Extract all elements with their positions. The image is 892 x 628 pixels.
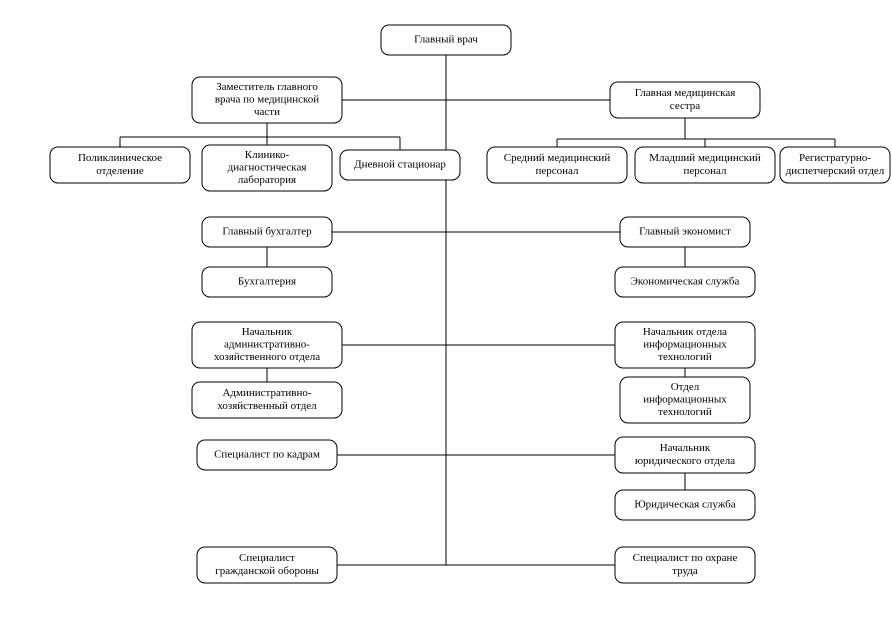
node-day_hosp: Дневной стационар <box>340 150 460 180</box>
node-legal_head: Начальникюридического отдела <box>615 437 755 473</box>
node-head_nurse: Главная медицинскаясестра <box>610 82 760 118</box>
nodes: Главный врач Заместитель главноговрача по… <box>50 25 890 583</box>
node-it_head: Начальник отделаинформационныхтехнологий <box>615 322 755 368</box>
node-label-mid_staff-line0: Средний медицинский <box>504 152 611 164</box>
node-label-day_hosp-line0: Дневной стационар <box>354 159 446 171</box>
node-label-it_dept-line1: информационных <box>643 394 727 406</box>
node-legal_serv: Юридическая служба <box>615 490 755 520</box>
node-label-dep_med-line1: врача по медицинской <box>215 94 319 106</box>
node-label-root-line0: Главный врач <box>414 34 478 46</box>
node-label-it_dept-line2: технологий <box>658 406 712 418</box>
node-label-accounting-line0: Бухгалтерия <box>238 276 296 288</box>
node-label-lab-line0: Клинико- <box>245 149 290 161</box>
org-chart: Главный врач Заместитель главноговрача по… <box>0 0 892 628</box>
node-label-head_nurse-line1: сестра <box>670 100 700 112</box>
node-label-chief_acc-line0: Главный бухгалтер <box>222 226 312 238</box>
node-safety_spec: Специалист по охранетруда <box>615 547 755 583</box>
node-label-it_dept-line0: Отдел <box>671 381 700 393</box>
node-label-polyclinic-line1: отделение <box>96 165 144 177</box>
node-label-it_head-line2: технологий <box>658 351 712 363</box>
node-econ_serv: Экономическая служба <box>615 267 755 297</box>
node-label-lab-line2: лаборатория <box>238 174 296 186</box>
node-admin_dept: Административно-хозяйственный отдел <box>192 382 342 418</box>
node-label-legal_serv-line0: Юридическая служба <box>634 499 735 511</box>
node-hr_spec: Специалист по кадрам <box>197 440 337 470</box>
node-label-admin_head-line2: хозяйственного отдела <box>214 351 320 363</box>
node-admin_head: Начальникадминистративно-хозяйственного … <box>192 322 342 368</box>
node-label-dep_med-line0: Заместитель главного <box>216 81 318 93</box>
node-label-safety_spec-line0: Специалист по охране <box>633 552 738 564</box>
node-dep_med: Заместитель главноговрача по медицинской… <box>192 77 342 123</box>
node-it_dept: Отделинформационныхтехнологий <box>620 377 750 423</box>
node-label-civil_def-line0: Специалист <box>239 552 295 564</box>
node-jr_staff: Младший медицинскийперсонал <box>635 147 775 183</box>
node-label-chief_econ-line0: Главный экономист <box>639 226 731 238</box>
node-label-admin_head-line1: административно- <box>224 339 310 351</box>
node-root: Главный врач <box>381 25 511 55</box>
node-label-hr_spec-line0: Специалист по кадрам <box>214 449 320 461</box>
node-label-reg_disp-line1: диспетчерский отдел <box>786 165 885 177</box>
edges <box>120 55 835 565</box>
node-accounting: Бухгалтерия <box>202 267 332 297</box>
node-label-safety_spec-line1: труда <box>672 565 698 577</box>
node-label-admin_dept-line0: Административно- <box>222 387 311 399</box>
node-label-jr_staff-line1: персонал <box>683 165 727 177</box>
node-chief_acc: Главный бухгалтер <box>202 217 332 247</box>
node-label-admin_dept-line1: хозяйственный отдел <box>217 400 317 412</box>
node-chief_econ: Главный экономист <box>620 217 750 247</box>
node-label-admin_head-line0: Начальник <box>242 326 293 338</box>
node-label-head_nurse-line0: Главная медицинская <box>635 87 736 99</box>
node-label-it_head-line0: Начальник отдела <box>643 326 727 338</box>
node-polyclinic: Поликлиническоеотделение <box>50 147 190 183</box>
node-label-reg_disp-line0: Регистратурно- <box>799 152 871 164</box>
node-label-dep_med-line2: части <box>254 106 280 118</box>
node-label-lab-line1: диагностическая <box>228 162 307 174</box>
node-reg_disp: Регистратурно-диспетчерский отдел <box>780 147 890 183</box>
node-label-civil_def-line1: гражданской обороны <box>215 565 319 577</box>
node-label-polyclinic-line0: Поликлиническое <box>78 152 162 164</box>
node-label-it_head-line1: информационных <box>643 339 727 351</box>
node-mid_staff: Средний медицинскийперсонал <box>487 147 627 183</box>
node-label-mid_staff-line1: персонал <box>535 165 579 177</box>
node-label-legal_head-line0: Начальник <box>660 442 711 454</box>
node-civil_def: Специалистгражданской обороны <box>197 547 337 583</box>
node-label-legal_head-line1: юридического отдела <box>635 455 735 467</box>
node-label-jr_staff-line0: Младший медицинский <box>649 152 761 164</box>
node-lab: Клинико-диагностическаялаборатория <box>202 145 332 191</box>
node-label-econ_serv-line0: Экономическая служба <box>631 276 740 288</box>
